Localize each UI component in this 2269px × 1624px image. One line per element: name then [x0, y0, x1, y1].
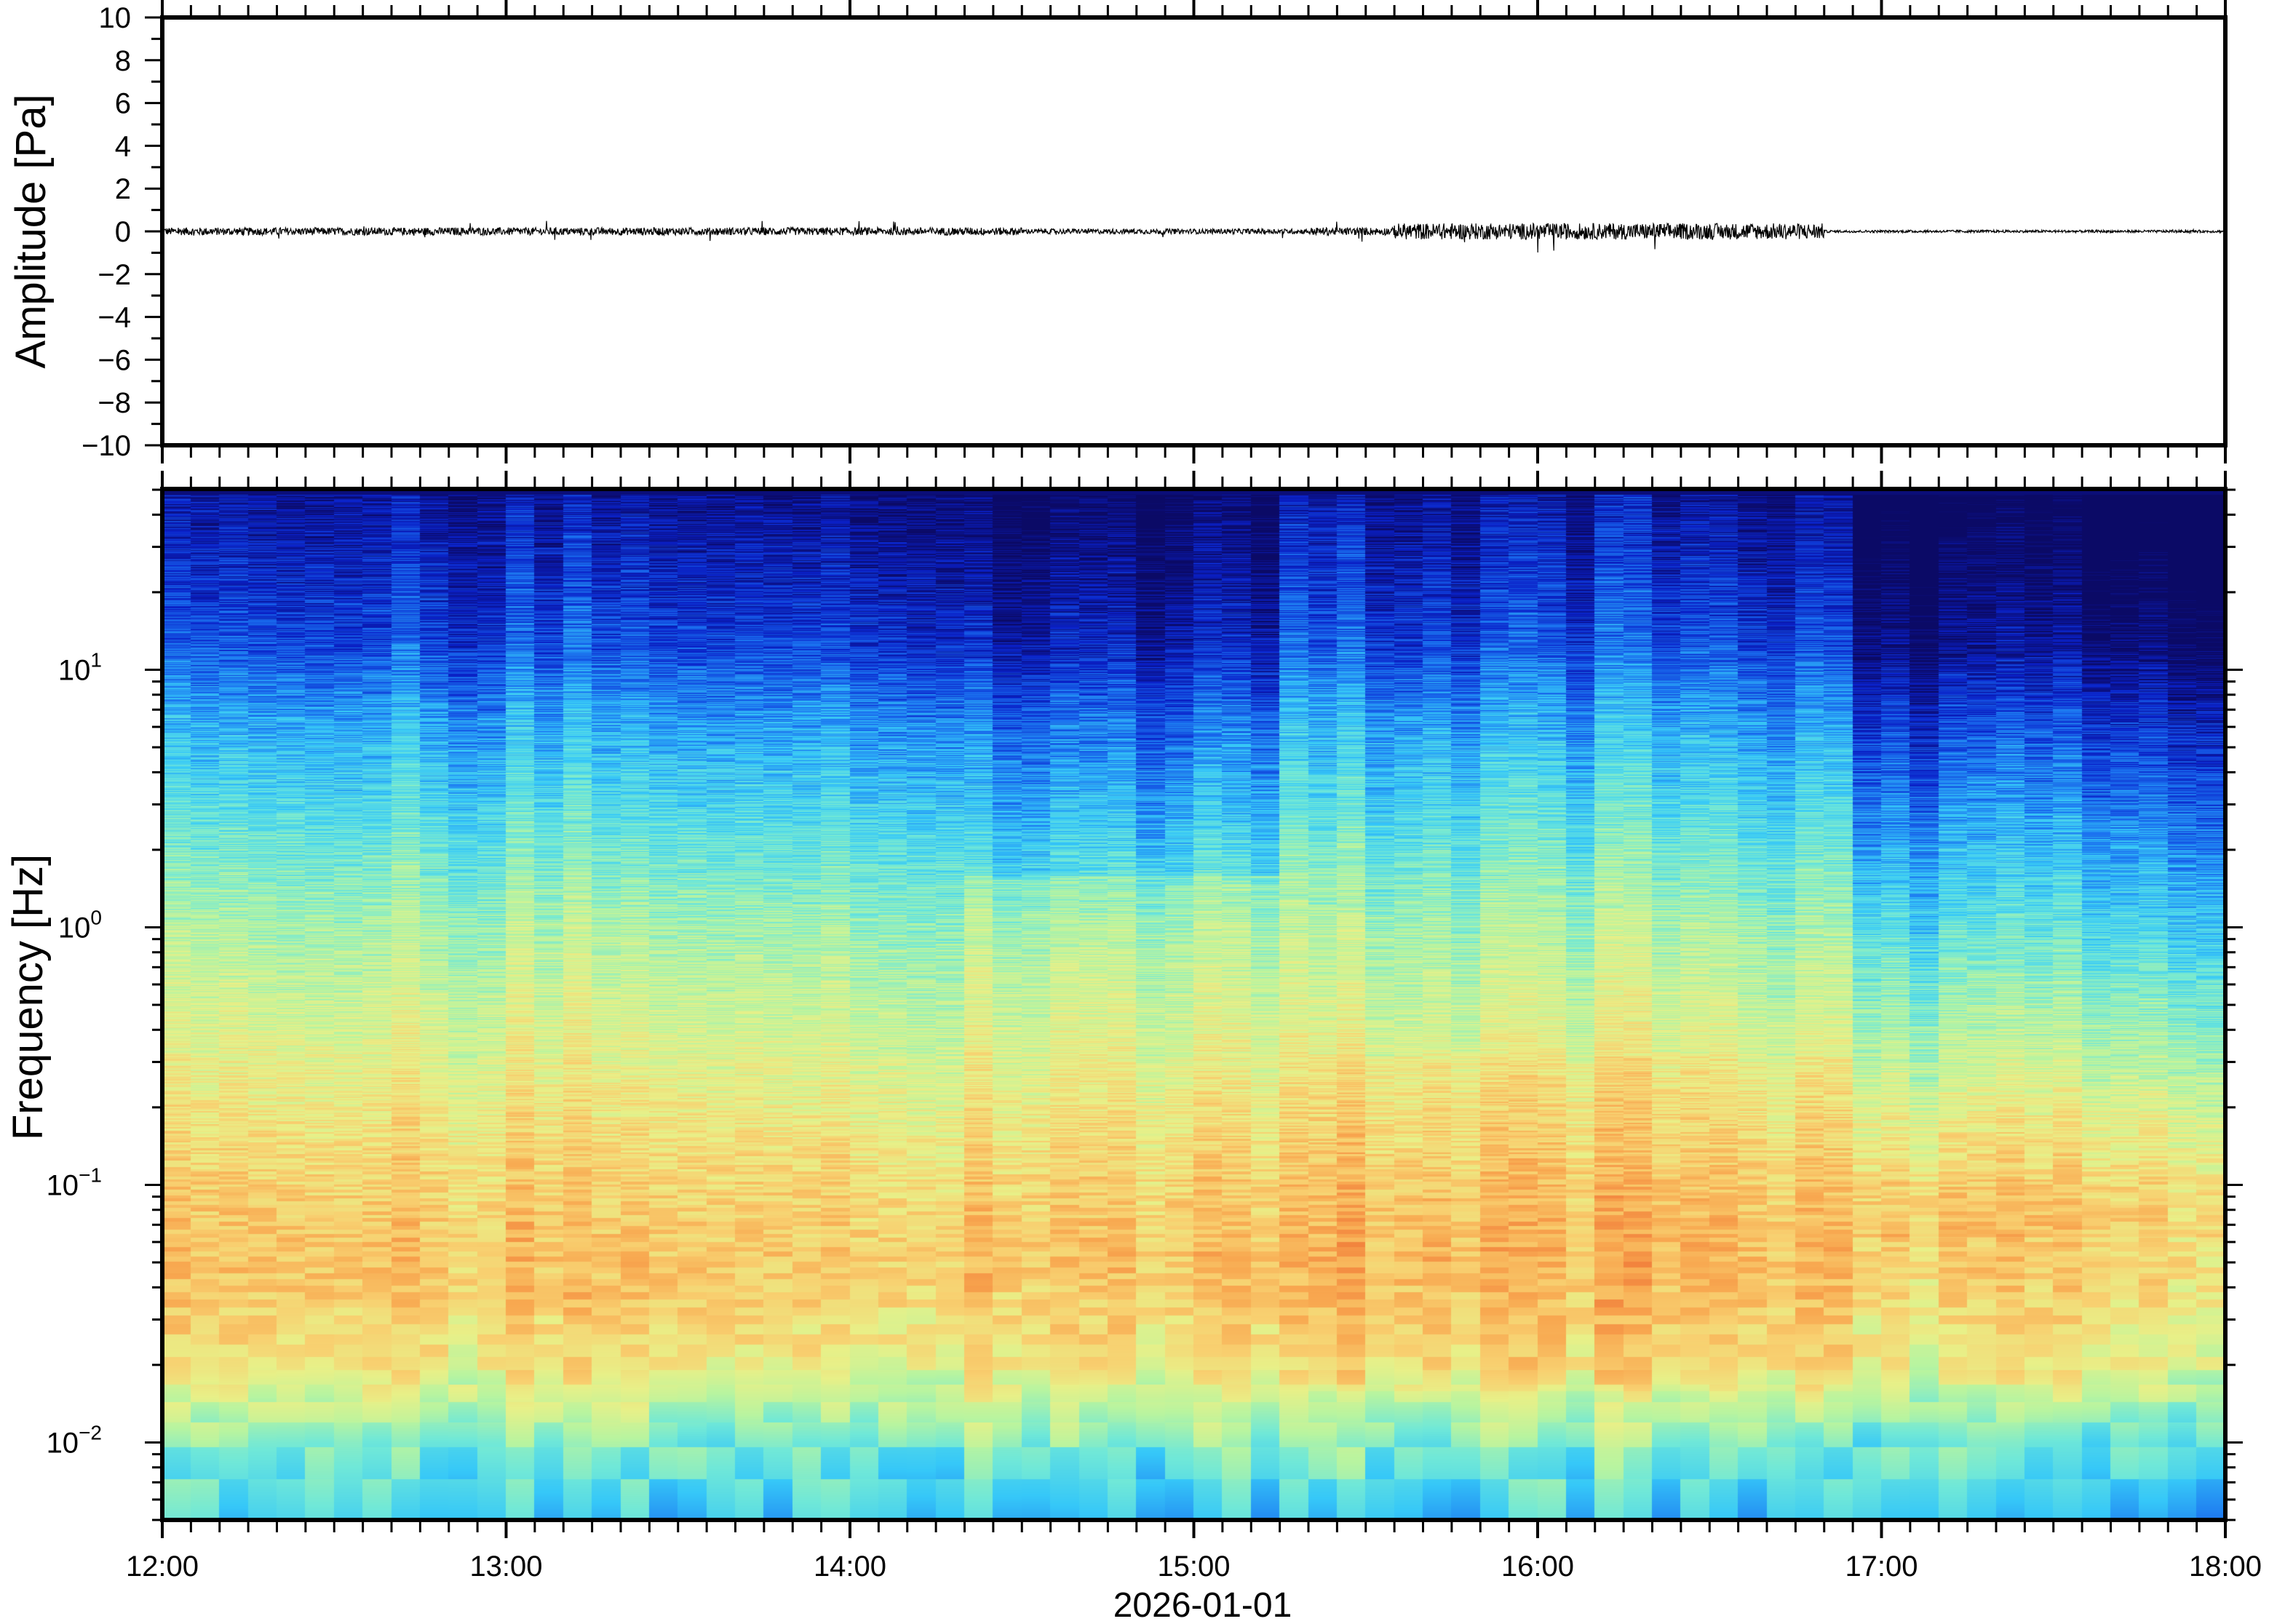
- frequency-tick-label: 100: [58, 906, 102, 944]
- amplitude-tick-label: −8: [98, 387, 131, 419]
- frequency-tick-label: 101: [58, 648, 102, 686]
- amplitude-tick-label: −2: [98, 259, 131, 291]
- tick-exponent: 1: [90, 648, 102, 671]
- x-tick-label: 14:00: [814, 1551, 886, 1583]
- spectrogram-image: [162, 489, 2225, 1520]
- frequency-axis-label: Frequency [Hz]: [4, 854, 52, 1140]
- x-tick-label: 12:00: [126, 1551, 199, 1583]
- amplitude-tick-label: 10: [99, 2, 132, 34]
- tick-base: 10: [58, 654, 91, 686]
- tick-exponent: −1: [79, 1163, 102, 1186]
- tick-base: 10: [58, 912, 91, 944]
- frequency-tick-label: 10−2: [47, 1421, 102, 1459]
- amplitude-tick-label: 0: [115, 216, 131, 248]
- x-tick-label: 17:00: [1845, 1551, 1918, 1583]
- amplitude-axis-label: Amplitude [Pa]: [7, 94, 55, 368]
- amplitude-tick-label: −4: [98, 302, 131, 334]
- amplitude-tick-label: −10: [82, 430, 131, 462]
- tick-base: 10: [47, 1169, 79, 1201]
- waveform-frame: [160, 15, 2228, 447]
- x-tick-label: 18:00: [2189, 1551, 2262, 1583]
- x-tick-label: 13:00: [469, 1551, 542, 1583]
- amplitude-tick-label: 2: [115, 173, 131, 205]
- tick-base: 10: [47, 1427, 79, 1459]
- frequency-tick-label: 10−1: [47, 1163, 102, 1201]
- amplitude-tick-label: 8: [115, 45, 131, 77]
- x-tick-label: 16:00: [1501, 1551, 1574, 1583]
- amplitude-tick-label: 4: [115, 130, 131, 162]
- amplitude-tick-label: −6: [98, 344, 131, 376]
- x-tick-label: 15:00: [1157, 1551, 1230, 1583]
- tick-exponent: 0: [90, 906, 102, 928]
- waveform-trace: [162, 220, 2226, 253]
- spectrogram-frame: [160, 487, 2228, 1522]
- tick-exponent: −2: [79, 1421, 102, 1444]
- x-axis-label: 2026-01-01: [1113, 1586, 1292, 1624]
- amplitude-tick-label: 6: [115, 88, 131, 120]
